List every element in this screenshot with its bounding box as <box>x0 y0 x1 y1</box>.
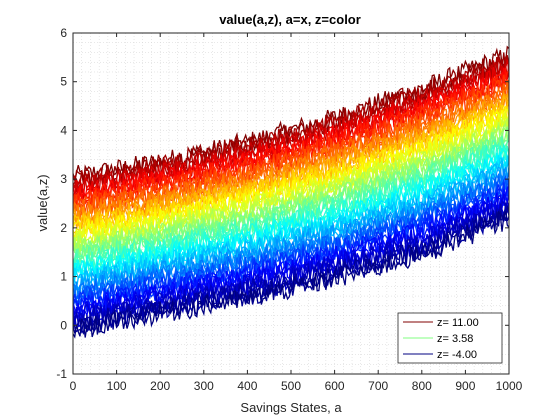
value-curves <box>73 45 509 339</box>
y-axis-ticks: -1 0 1 2 3 4 5 6 <box>56 26 509 381</box>
y-tick-label: 4 <box>60 123 67 137</box>
x-axis-ticks: 0 100 200 300 400 500 600 700 800 900 1000 <box>70 33 523 393</box>
x-axis-label: Savings States, a <box>240 400 342 415</box>
y-tick-label: 2 <box>60 221 67 235</box>
y-tick-label: 5 <box>60 75 67 89</box>
value-curve <box>73 81 509 220</box>
x-tick-label: 800 <box>412 379 432 393</box>
y-tick-label: 1 <box>60 270 67 284</box>
value-curve <box>73 79 509 218</box>
y-axis-label: value(a,z) <box>35 174 50 231</box>
x-tick-label: 900 <box>455 379 475 393</box>
y-tick-label: 3 <box>60 172 67 186</box>
y-tick-label: 6 <box>60 26 67 40</box>
x-tick-label: 0 <box>70 379 77 393</box>
x-tick-label: 300 <box>194 379 214 393</box>
x-tick-label: 200 <box>150 379 170 393</box>
value-curve <box>73 155 509 290</box>
legend-label-z-low: z= -4.00 <box>437 349 477 361</box>
chart-title: value(a,z), a=x, z=color <box>219 12 361 27</box>
value-curve <box>73 112 509 249</box>
y-tick-label: 0 <box>60 318 67 332</box>
x-tick-label: 400 <box>237 379 257 393</box>
x-tick-label: 100 <box>107 379 127 393</box>
legend: z= 11.00 z= 3.58 z= -4.00 <box>397 312 503 364</box>
value-curve <box>73 210 509 339</box>
x-tick-label: 700 <box>368 379 388 393</box>
x-tick-label: 500 <box>281 379 301 393</box>
legend-label-z-high: z= 11.00 <box>437 317 479 329</box>
x-tick-label: 1000 <box>496 379 523 393</box>
y-tick-label: -1 <box>56 367 67 381</box>
x-tick-label: 600 <box>325 379 345 393</box>
value-curve <box>73 56 509 194</box>
legend-label-z-mid: z= 3.58 <box>437 333 473 345</box>
value-curve <box>73 201 509 329</box>
